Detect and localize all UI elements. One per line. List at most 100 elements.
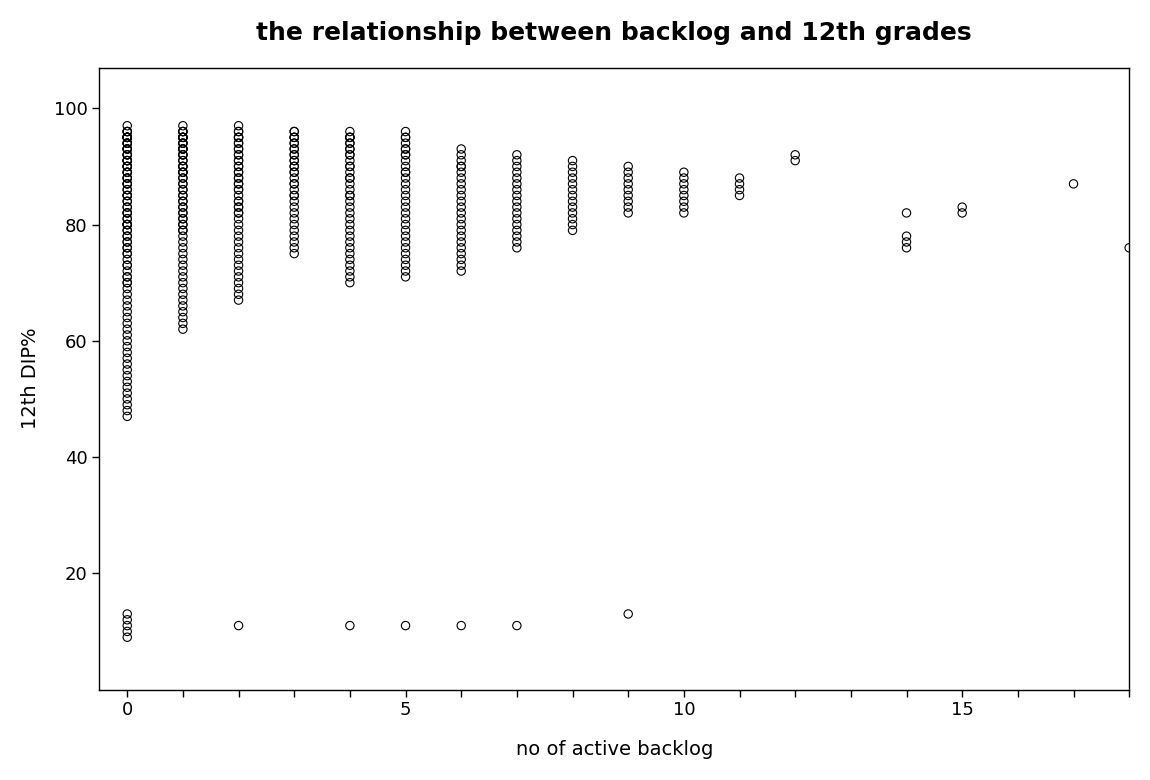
- Point: [397, 172, 415, 184]
- Point: [174, 323, 192, 335]
- Point: [285, 207, 304, 219]
- Point: [397, 619, 415, 632]
- Point: [118, 143, 137, 155]
- Point: [340, 224, 359, 236]
- Point: [397, 143, 415, 155]
- Point: [397, 190, 415, 202]
- Point: [452, 195, 470, 207]
- Point: [118, 306, 137, 318]
- Point: [340, 131, 359, 144]
- Point: [675, 190, 693, 202]
- Point: [118, 271, 137, 283]
- Point: [507, 190, 526, 202]
- Point: [564, 207, 582, 219]
- Point: [229, 264, 247, 277]
- Point: [285, 178, 304, 190]
- Point: [340, 242, 359, 254]
- Point: [118, 276, 137, 289]
- Point: [118, 131, 137, 144]
- Point: [229, 160, 247, 172]
- Point: [174, 218, 192, 231]
- Point: [118, 190, 137, 202]
- Point: [118, 160, 137, 172]
- Point: [285, 148, 304, 161]
- Point: [118, 370, 137, 382]
- Point: [340, 259, 359, 271]
- Point: [564, 172, 582, 184]
- Point: [118, 201, 137, 214]
- Point: [118, 131, 137, 144]
- Point: [340, 619, 359, 632]
- Point: [897, 236, 915, 248]
- Point: [118, 294, 137, 307]
- Point: [174, 190, 192, 202]
- Point: [285, 148, 304, 161]
- Point: [118, 154, 137, 167]
- Point: [118, 178, 137, 190]
- Point: [229, 148, 247, 161]
- Point: [507, 195, 526, 207]
- Point: [118, 346, 137, 359]
- Point: [340, 172, 359, 184]
- Point: [452, 619, 470, 632]
- Point: [340, 160, 359, 172]
- Point: [340, 143, 359, 155]
- Point: [229, 247, 247, 260]
- Point: [564, 218, 582, 231]
- Point: [229, 131, 247, 144]
- Point: [174, 224, 192, 236]
- Point: [564, 195, 582, 207]
- Point: [229, 126, 247, 138]
- Point: [174, 242, 192, 254]
- Point: [285, 131, 304, 144]
- Point: [397, 236, 415, 248]
- Point: [340, 230, 359, 243]
- Point: [564, 178, 582, 190]
- Point: [174, 207, 192, 219]
- Point: [452, 183, 470, 196]
- Point: [118, 218, 137, 231]
- Point: [118, 381, 137, 394]
- Point: [340, 183, 359, 196]
- Point: [174, 230, 192, 243]
- Point: [564, 190, 582, 202]
- Point: [174, 119, 192, 132]
- Point: [174, 148, 192, 161]
- Point: [452, 160, 470, 172]
- Point: [340, 160, 359, 172]
- Point: [507, 183, 526, 196]
- Point: [452, 160, 470, 172]
- Point: [897, 242, 915, 254]
- Point: [174, 207, 192, 219]
- Point: [285, 166, 304, 179]
- Point: [174, 126, 192, 138]
- Point: [953, 207, 972, 219]
- Point: [340, 148, 359, 161]
- Point: [340, 154, 359, 167]
- Point: [118, 154, 137, 167]
- Point: [564, 201, 582, 214]
- Point: [507, 236, 526, 248]
- Point: [564, 154, 582, 167]
- Point: [118, 392, 137, 405]
- Point: [397, 131, 415, 144]
- Point: [285, 195, 304, 207]
- Point: [174, 236, 192, 248]
- Point: [118, 195, 137, 207]
- Point: [340, 212, 359, 225]
- Point: [118, 247, 137, 260]
- Point: [285, 160, 304, 172]
- Point: [340, 178, 359, 190]
- Point: [285, 201, 304, 214]
- Point: [118, 259, 137, 271]
- Point: [118, 172, 137, 184]
- Point: [174, 154, 192, 167]
- Point: [452, 218, 470, 231]
- Point: [619, 201, 637, 214]
- Point: [564, 224, 582, 236]
- Point: [118, 608, 137, 620]
- Point: [285, 143, 304, 155]
- Point: [174, 160, 192, 172]
- Point: [118, 404, 137, 417]
- Point: [285, 236, 304, 248]
